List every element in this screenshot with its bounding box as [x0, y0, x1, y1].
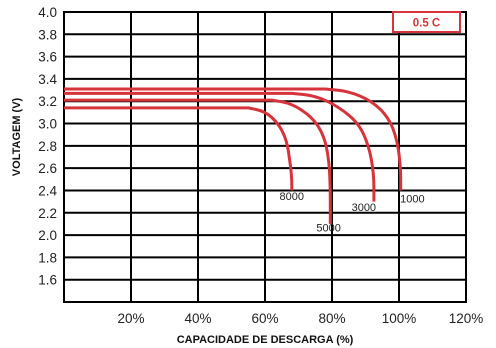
y-tick-label: 3.6	[38, 50, 57, 65]
x-tick-label: 100%	[382, 311, 417, 326]
y-tick-label: 3.2	[38, 94, 57, 109]
y-tick-label: 1.6	[38, 273, 57, 288]
y-tick-label: 2.2	[38, 206, 57, 221]
y-tick-label: 3.4	[38, 72, 57, 87]
y-tick-label: 2.8	[38, 139, 57, 154]
y-tick-label: 3.8	[38, 27, 57, 42]
rate-badge-box	[392, 11, 461, 33]
series-annotation: 3000	[352, 202, 376, 214]
y-tick-label: 1.8	[38, 250, 57, 265]
series-annotations: 1000 3000 5000 8000	[280, 191, 425, 234]
x-axis-label: CAPACIDADE DE DESCARGA (%)	[177, 334, 354, 346]
x-tick-label: 60%	[251, 311, 278, 326]
series-line-1000	[64, 87, 403, 191]
series-line-8000	[64, 106, 294, 191]
y-tick-label: 2.6	[38, 161, 57, 176]
x-tick-label: 20%	[117, 311, 144, 326]
x-tick-label: 40%	[184, 311, 211, 326]
y-axis-label: VOLTAGEM (V)	[11, 97, 23, 176]
series-lines	[64, 87, 403, 224]
x-tick-label: 120%	[449, 311, 484, 326]
series-annotation: 8000	[280, 191, 304, 203]
y-tick-label: 3.0	[38, 117, 57, 132]
series-annotation: 5000	[316, 222, 340, 234]
y-tick-label: 2.4	[38, 183, 57, 198]
series-line-3000	[64, 91, 376, 202]
x-tick-label: 80%	[318, 311, 345, 326]
y-tick-label: 4.0	[38, 5, 57, 20]
y-tick-label: 2.0	[38, 228, 57, 243]
rate-badge-label: 0.5 C	[413, 18, 441, 30]
series-annotation: 1000	[400, 193, 424, 205]
grid	[63, 11, 467, 303]
series-line-5000	[64, 98, 332, 224]
tick-labels: 1.6 1.8 2.0 2.2 2.4 2.6 2.8 3.0 3.2 3.4 3.6 3.8 4.0 2…	[38, 5, 483, 326]
